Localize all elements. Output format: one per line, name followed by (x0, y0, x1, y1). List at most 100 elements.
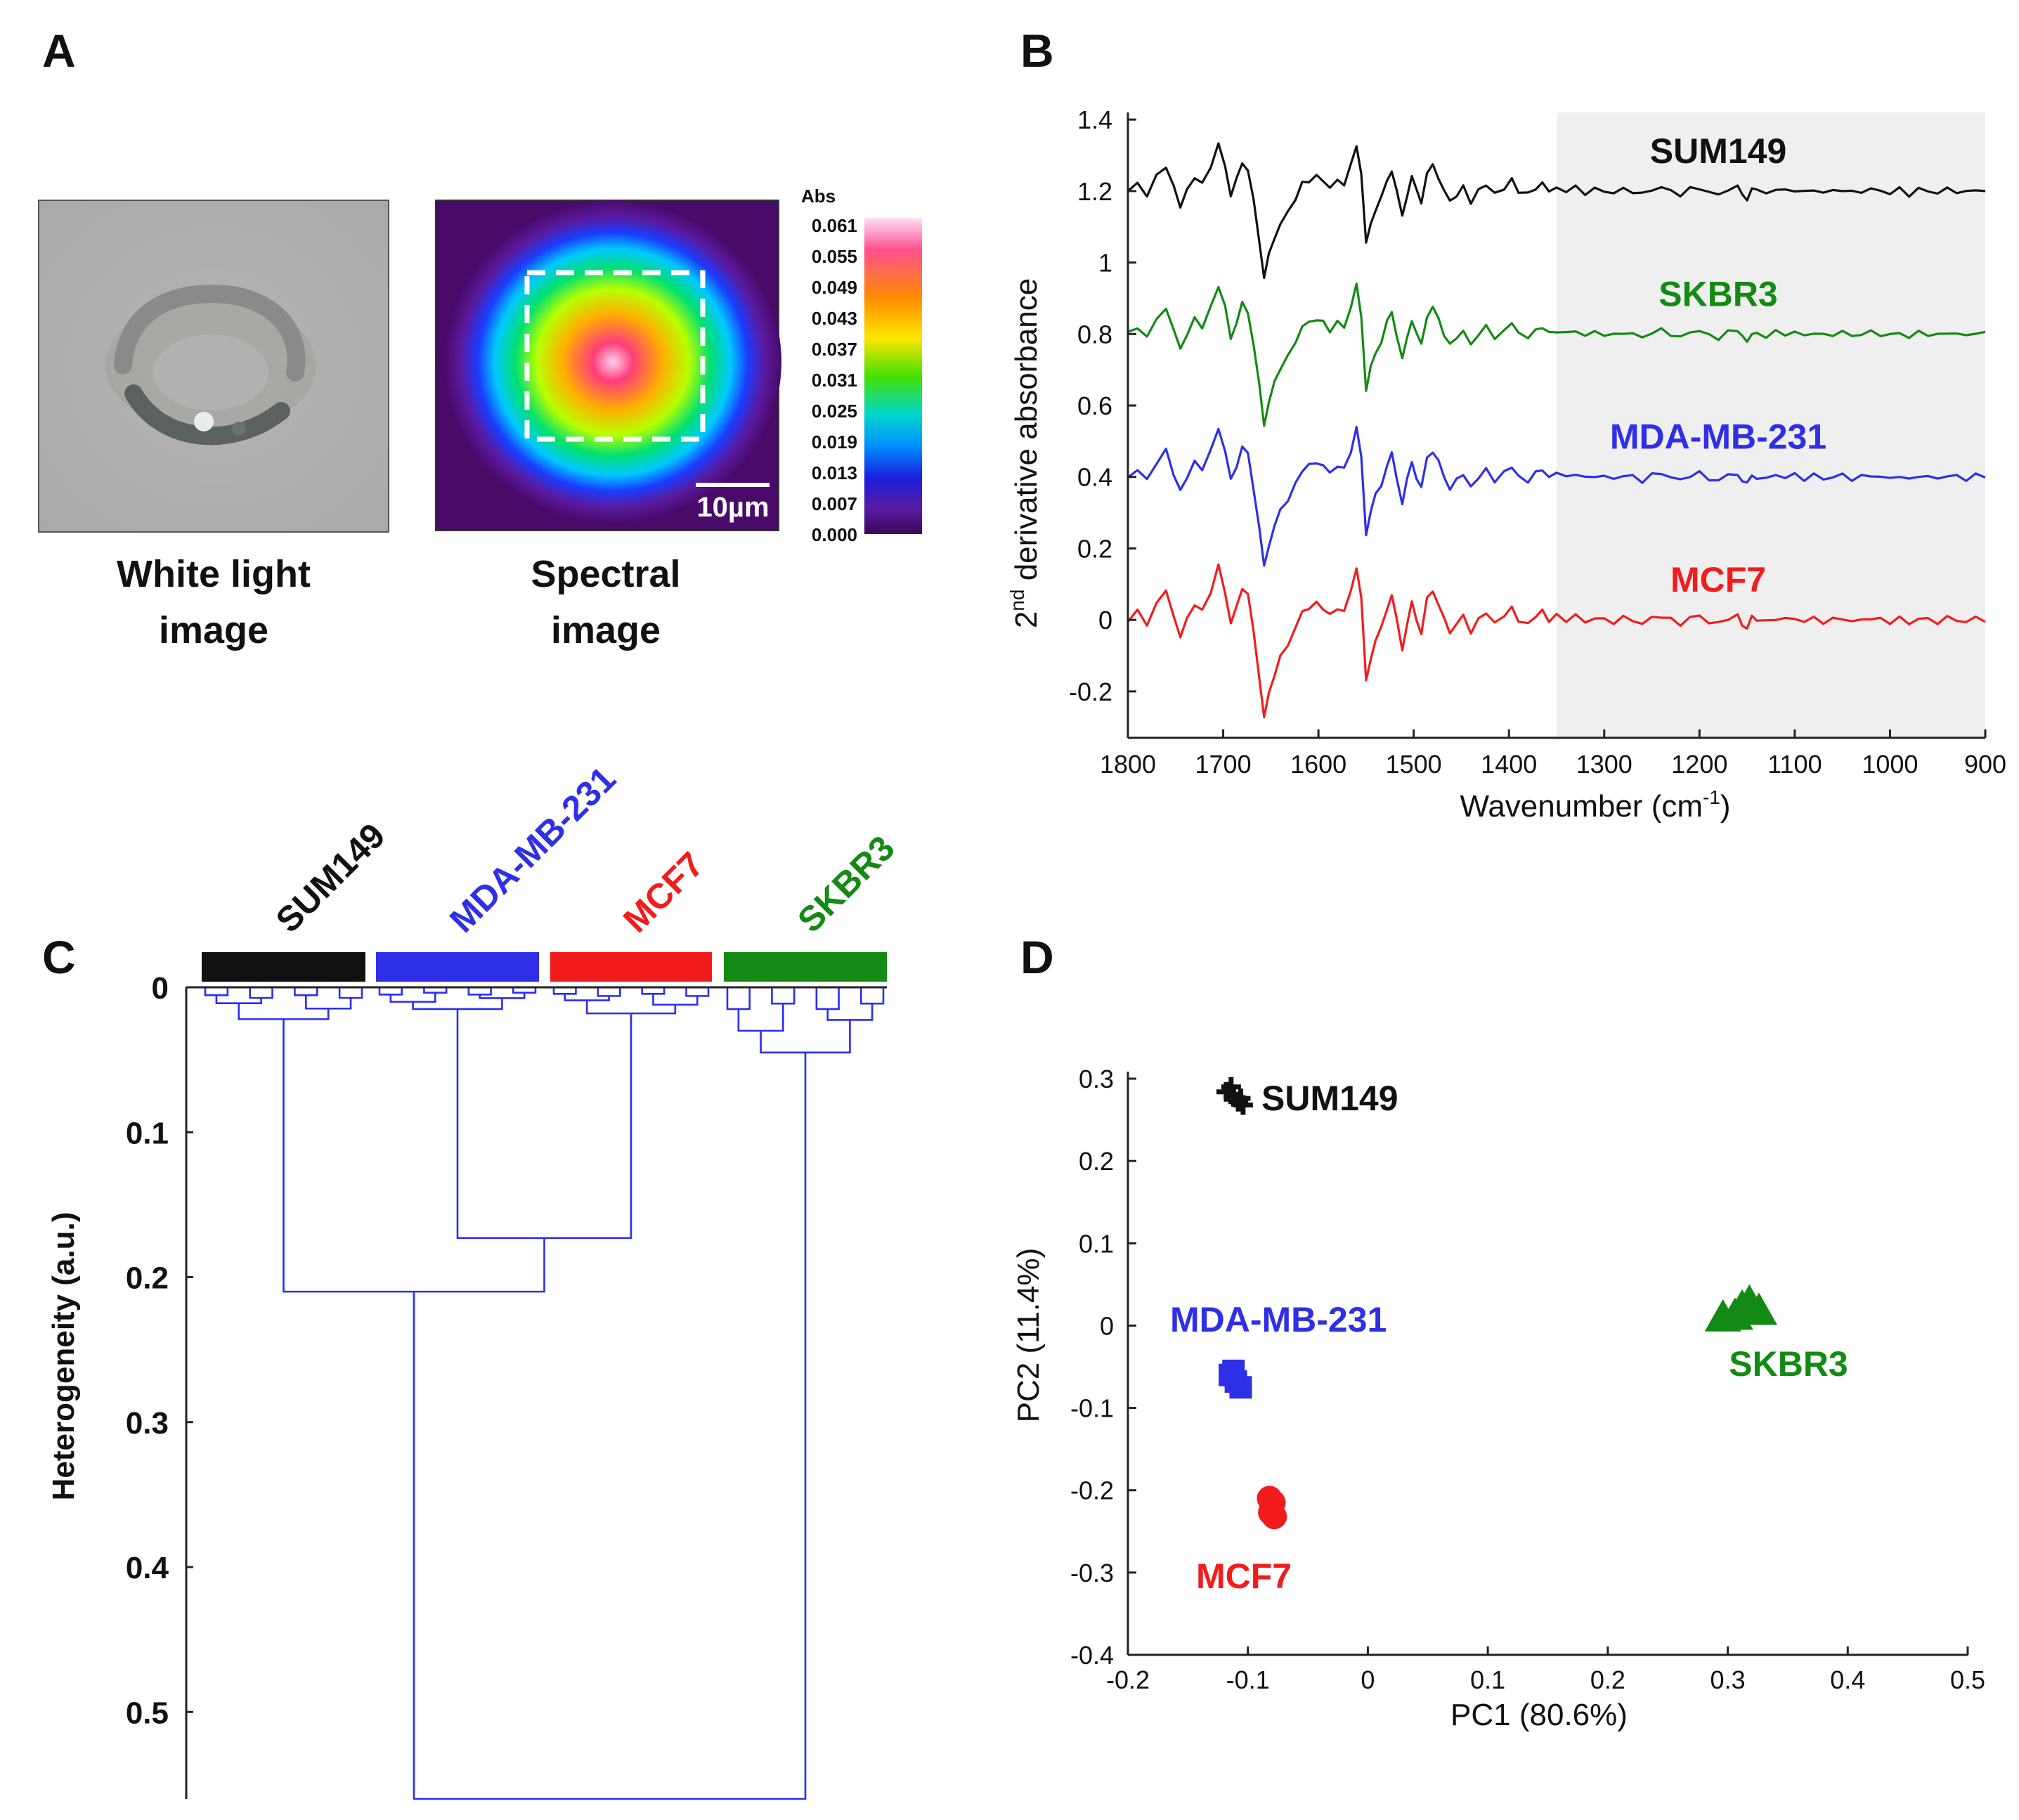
b-y-tick-label: -0.2 (1069, 677, 1112, 706)
panel-a-letter: A (42, 25, 76, 77)
d-y-tick-label: -0.1 (1070, 1394, 1114, 1423)
colorbar-tick-label: 0.055 (812, 246, 857, 267)
dendrogram-link (338, 987, 363, 999)
d-x-tick-label: -0.2 (1106, 1665, 1150, 1694)
b-y-tick-label: 0 (1098, 606, 1112, 635)
spectral-caption-line1: Spectral (531, 553, 680, 595)
panel-b-series-labels: SUM149 SKBR3 MDA-MB-231 MCF7 (1610, 131, 1826, 599)
colorbar-tick-label: 0.031 (812, 370, 857, 391)
panel-d-cluster-labels: SUM149 MDA-MB-231 MCF7 SKBR3 (1170, 1079, 1848, 1596)
d-x-tick-label: 0.5 (1950, 1665, 1985, 1694)
colorbar-tick-label: 0.000 (812, 524, 857, 545)
group-label-mda-mb-231: MDA-MB-231 (442, 759, 623, 940)
colorbar-tick-label: 0.043 (812, 308, 857, 329)
dendrogram-link (685, 987, 710, 997)
d-y-tick-label: -0.2 (1070, 1476, 1114, 1505)
panel-c-axes: 0 0.1 0.2 0.3 0.4 0.5 (126, 971, 887, 1799)
dendrogram-link (597, 987, 621, 997)
b-x-tick-label: 1200 (1671, 750, 1727, 779)
scale-bar-label: 10µm (696, 492, 769, 523)
colorbar-tick-label: 0.007 (812, 493, 857, 514)
panel-c-y-axis-label: Heterogeneity (a.u.) (46, 1212, 81, 1501)
d-y-tick-label: -0.4 (1070, 1641, 1114, 1670)
d-x-tick-label: 0 (1361, 1665, 1375, 1694)
white-light-caption-line2: image (159, 609, 268, 651)
cluster-label-skbr3: SKBR3 (1729, 1344, 1848, 1384)
d-x-tick-label: 0.2 (1590, 1665, 1625, 1694)
d-x-tick-label: 0.1 (1470, 1665, 1505, 1694)
point-skbr3 (1740, 1292, 1777, 1325)
d-x-tick-label: 0.4 (1830, 1665, 1865, 1694)
c-y-tick-label: 0.1 (126, 1116, 169, 1150)
group-label-sum149: SUM149 (268, 816, 393, 940)
spectrum-line-mda-mb-231 (1127, 426, 1986, 567)
dendrogram-link (737, 1003, 784, 1032)
spectral-image: 10µm (435, 200, 781, 531)
b-y-tick-label: 0.4 (1077, 463, 1112, 492)
d-y-tick-label: 0.2 (1079, 1147, 1114, 1176)
group-label-skbr3: SKBR3 (790, 828, 902, 940)
colorbar-tick-labels: 0.061 0.055 0.049 0.043 0.037 0.031 0.025 0.019… (812, 215, 857, 545)
d-y-tick-label: 0.1 (1079, 1229, 1114, 1258)
group-label-mcf7: MCF7 (616, 845, 711, 940)
b-y-tick-label: 1.2 (1077, 177, 1112, 206)
d-y-tick-label: 0 (1100, 1311, 1114, 1340)
dendrogram-merge (283, 1019, 545, 1293)
colorbar-title: Abs (801, 186, 836, 207)
dendrogram-link (378, 987, 403, 996)
point-sum149 (1221, 1077, 1241, 1097)
group-bar-sum149 (202, 952, 365, 982)
point-sum149 (1231, 1088, 1251, 1109)
group-bar-mda-mb-231 (376, 952, 539, 982)
d-x-tick-label: -0.1 (1226, 1665, 1270, 1694)
panel-c-dendrogram (204, 987, 885, 1800)
d-x-tick-label: 0.3 (1710, 1665, 1746, 1694)
series-label-skbr3: SKBR3 (1658, 274, 1777, 313)
b-x-tick-label: 1400 (1481, 750, 1537, 779)
b-y-tick-label: 0.2 (1077, 534, 1112, 563)
series-label-sum149: SUM149 (1650, 131, 1787, 171)
b-y-tick-label: 0.8 (1077, 320, 1112, 349)
dendrogram-link (238, 1003, 330, 1020)
series-label-mcf7: MCF7 (1670, 560, 1766, 599)
panel-d-x-axis-label: PC1 (80.6%) (1450, 1698, 1628, 1732)
panel-a: A White light image 10µm Spectral image … (38, 25, 922, 651)
b-x-tick-label: 1600 (1290, 750, 1346, 779)
b-x-tick-label: 1800 (1100, 750, 1156, 779)
panel-b-spectra (1127, 142, 1986, 719)
point-skbr3 (1716, 1297, 1753, 1330)
colorbar-tick-label: 0.019 (812, 431, 857, 453)
spectrum-line-skbr3 (1127, 282, 1986, 427)
panel-d-axes: -0.2 -0.1 0 0.1 0.2 0.3 0.4 0.5 -0.4 -0.3 -0.2 -0.1… (1070, 1065, 1985, 1694)
panel-d-y-axis-label: PC2 (11.4%) (1011, 1248, 1046, 1423)
dendrogram-link (815, 987, 840, 1010)
colorbar-tick-label: 0.037 (812, 339, 857, 360)
dendrogram-link (552, 987, 577, 995)
dendrogram-link (512, 987, 537, 994)
dendrogram-link (771, 987, 796, 1005)
panel-b-y-axis-label: 2nd derivative absorbance (1006, 278, 1044, 628)
dendrogram-link (412, 998, 503, 1010)
dendrogram-link (564, 994, 610, 1001)
c-y-tick-label: 0.3 (126, 1406, 169, 1441)
b-x-tick-label: 1000 (1862, 750, 1918, 779)
panel-d: D -0.2 -0.1 0 0.1 0.2 0.3 0.4 0.5-0.4-0.3-0.2-0… (1011, 931, 1985, 1732)
b-x-tick-label: 1500 (1386, 750, 1442, 779)
c-y-tick-label: 0.4 (126, 1551, 169, 1585)
dendrogram-link (585, 1000, 677, 1015)
dendrogram-link (204, 987, 229, 996)
b-y-tick-label: 1.4 (1077, 105, 1112, 134)
colorbar-tick-label: 0.013 (812, 462, 857, 483)
c-y-tick-label: 0.2 (126, 1261, 169, 1296)
spectrum-line-mcf7 (1127, 563, 1986, 719)
group-bar-skbr3 (724, 952, 887, 982)
b-y-tick-label: 1 (1098, 249, 1112, 278)
b-x-tick-label: 1700 (1195, 750, 1252, 779)
colorbar-tick-label: 0.025 (812, 401, 857, 422)
colorbar-tick-label: 0.061 (812, 215, 857, 236)
colorbar-tick-label: 0.049 (812, 277, 857, 298)
b-x-tick-label: 900 (1964, 750, 2006, 779)
